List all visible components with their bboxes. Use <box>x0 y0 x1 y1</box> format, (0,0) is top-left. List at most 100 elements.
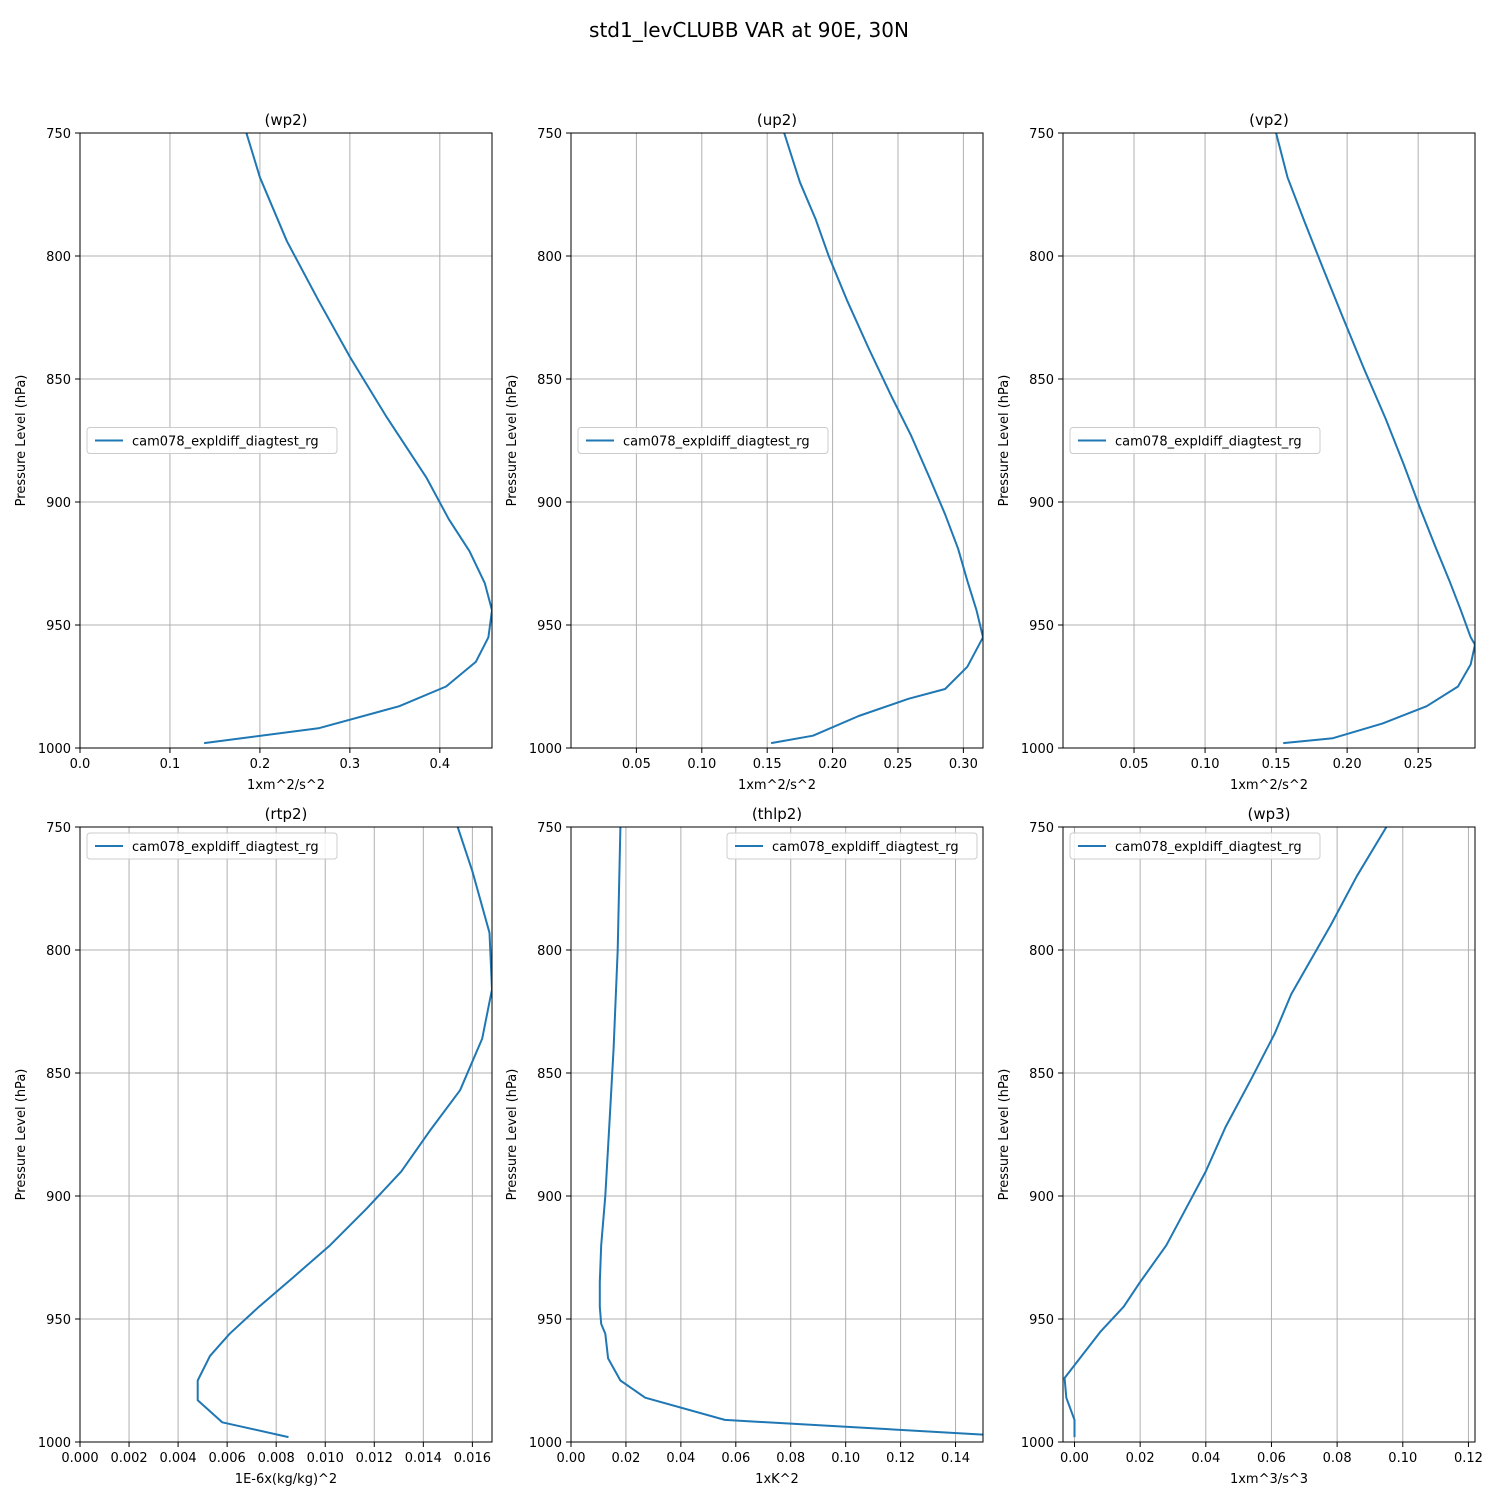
x-tick-label: 0.25 <box>1404 757 1433 772</box>
x-tick-label: 0.08 <box>1323 1451 1352 1466</box>
y-tick-label: 950 <box>537 619 562 634</box>
plot-frame <box>1062 132 1476 749</box>
y-tick-label: 950 <box>1029 1313 1054 1328</box>
x-tick-label: 0.05 <box>622 757 651 772</box>
x-tick-label: 0.10 <box>1388 1451 1417 1466</box>
y-tick-label: 1000 <box>529 1436 562 1451</box>
x-tick-label: 0.014 <box>405 1451 442 1466</box>
x-axis-label: 1xK^2 <box>755 1472 799 1487</box>
series-line <box>1063 827 1388 1438</box>
y-tick-label: 800 <box>46 944 71 959</box>
y-tick-label: 1000 <box>529 742 562 757</box>
y-tick-label: 900 <box>537 496 562 511</box>
x-tick-label: 0.10 <box>831 1451 860 1466</box>
y-axis-label: Pressure Level (hPa) <box>505 1069 520 1201</box>
panel-wp3: 0.00 0.02 0.04 0.06 0.08 0.10 0.12 750 800 850 900… <box>997 805 1483 1487</box>
x-tick-label: 0.06 <box>1257 1451 1286 1466</box>
x-tick-label: 0.10 <box>1191 757 1220 772</box>
y-tick-label: 1000 <box>1021 742 1054 757</box>
x-tick-label: 0.12 <box>1454 1451 1483 1466</box>
legend-entry: cam078_expldiff_diagtest_rg <box>623 435 810 450</box>
legend-box <box>86 832 338 860</box>
plot-frame <box>570 132 984 749</box>
legend-box <box>577 427 829 454</box>
plot-frame <box>79 132 493 749</box>
panel-title: (up2) <box>757 111 797 129</box>
legend-entry: cam078_expldiff_diagtest_rg <box>1115 840 1302 855</box>
y-tick-label: 900 <box>1029 1190 1054 1205</box>
x-tick-label: 0.14 <box>941 1451 970 1466</box>
x-axis-label: 1xm^2/s^2 <box>1230 778 1308 793</box>
y-tick-label: 850 <box>537 1067 562 1082</box>
y-tick-label: 950 <box>537 1313 562 1328</box>
legend: cam078_expldiff_diagtest_rg <box>86 832 338 860</box>
y-tick-label: 950 <box>46 619 71 634</box>
x-tick-label: 0.012 <box>356 1451 393 1466</box>
x-tick-label: 0.06 <box>721 1451 750 1466</box>
series-line <box>1275 133 1475 745</box>
y-tick-label: 950 <box>1029 619 1054 634</box>
panel-title: (thlp2) <box>752 805 802 823</box>
panel-title: (rtp2) <box>265 805 308 823</box>
panel-up2: 0.05 0.10 0.15 0.20 0.25 0.30 750 800 850 900 950 1… <box>505 111 984 793</box>
y-axis-label: Pressure Level (hPa) <box>14 1069 29 1201</box>
x-axis-label: 1xm^3/s^3 <box>1230 1472 1308 1487</box>
y-tick-label: 800 <box>537 250 562 265</box>
panel-title: (vp2) <box>1249 111 1289 129</box>
x-tick-label: 0.04 <box>666 1451 695 1466</box>
panel-vp2: 0.05 0.10 0.15 0.20 0.25 750 800 850 900 950 1000 (… <box>997 111 1476 793</box>
x-tick-label: 0.08 <box>776 1451 805 1466</box>
legend-box <box>86 427 338 454</box>
y-axis-label: Pressure Level (hPa) <box>505 375 520 507</box>
y-tick-label: 750 <box>537 127 562 142</box>
y-axis-label: Pressure Level (hPa) <box>997 375 1012 507</box>
legend: cam078_expldiff_diagtest_rg <box>86 427 338 454</box>
y-tick-label: 900 <box>537 1190 562 1205</box>
y-tick-label: 1000 <box>1021 1436 1054 1451</box>
y-tick-label: 750 <box>1029 127 1054 142</box>
x-tick-label: 0.004 <box>159 1451 196 1466</box>
legend: cam078_expldiff_diagtest_rg <box>1069 832 1321 860</box>
y-tick-label: 750 <box>537 821 562 836</box>
legend-box <box>726 832 978 860</box>
x-axis-label: 1xm^2/s^2 <box>247 778 325 793</box>
y-tick-label: 850 <box>46 1067 71 1082</box>
x-tick-label: 0.3 <box>340 757 361 772</box>
x-axis-label: 1xm^2/s^2 <box>738 778 816 793</box>
x-tick-label: 0.010 <box>307 1451 344 1466</box>
x-axis-label: 1E-6x(kg/kg)^2 <box>235 1472 337 1487</box>
x-tick-label: 0.12 <box>886 1451 915 1466</box>
x-tick-label: 0.4 <box>429 757 450 772</box>
y-tick-label: 1000 <box>38 742 71 757</box>
legend-entry: cam078_expldiff_diagtest_rg <box>1115 435 1302 450</box>
legend-box <box>1069 427 1321 454</box>
y-tick-label: 750 <box>1029 821 1054 836</box>
plot-frame <box>1062 826 1476 1443</box>
legend-entry: cam078_expldiff_diagtest_rg <box>772 840 959 855</box>
x-tick-label: 0.0 <box>70 757 91 772</box>
y-tick-label: 900 <box>1029 496 1054 511</box>
y-tick-label: 800 <box>46 250 71 265</box>
x-tick-label: 0.000 <box>61 1451 98 1466</box>
panel-title: (wp3) <box>1247 805 1290 823</box>
legend-entry: cam078_expldiff_diagtest_rg <box>132 435 319 450</box>
x-tick-label: 0.002 <box>110 1451 147 1466</box>
plot-frame <box>79 826 493 1443</box>
y-tick-label: 1000 <box>38 1436 71 1451</box>
x-tick-label: 0.00 <box>1060 1451 1089 1466</box>
panel-rtp2: 0.000 0.002 0.004 0.006 0.008 0.010 0.012 0.014… <box>14 805 493 1487</box>
x-tick-label: 0.02 <box>611 1451 640 1466</box>
figure-title: std1_levCLUBB VAR at 90E, 30N <box>589 18 909 42</box>
y-tick-label: 750 <box>46 127 71 142</box>
y-tick-label: 850 <box>46 373 71 388</box>
x-tick-label: 0.15 <box>1262 757 1291 772</box>
y-tick-label: 800 <box>537 944 562 959</box>
y-tick-label: 850 <box>537 373 562 388</box>
x-tick-label: 0.02 <box>1126 1451 1155 1466</box>
plot-frame <box>570 826 984 1443</box>
y-tick-label: 750 <box>46 821 71 836</box>
series-line <box>598 827 983 1436</box>
legend: cam078_expldiff_diagtest_rg <box>726 832 978 860</box>
